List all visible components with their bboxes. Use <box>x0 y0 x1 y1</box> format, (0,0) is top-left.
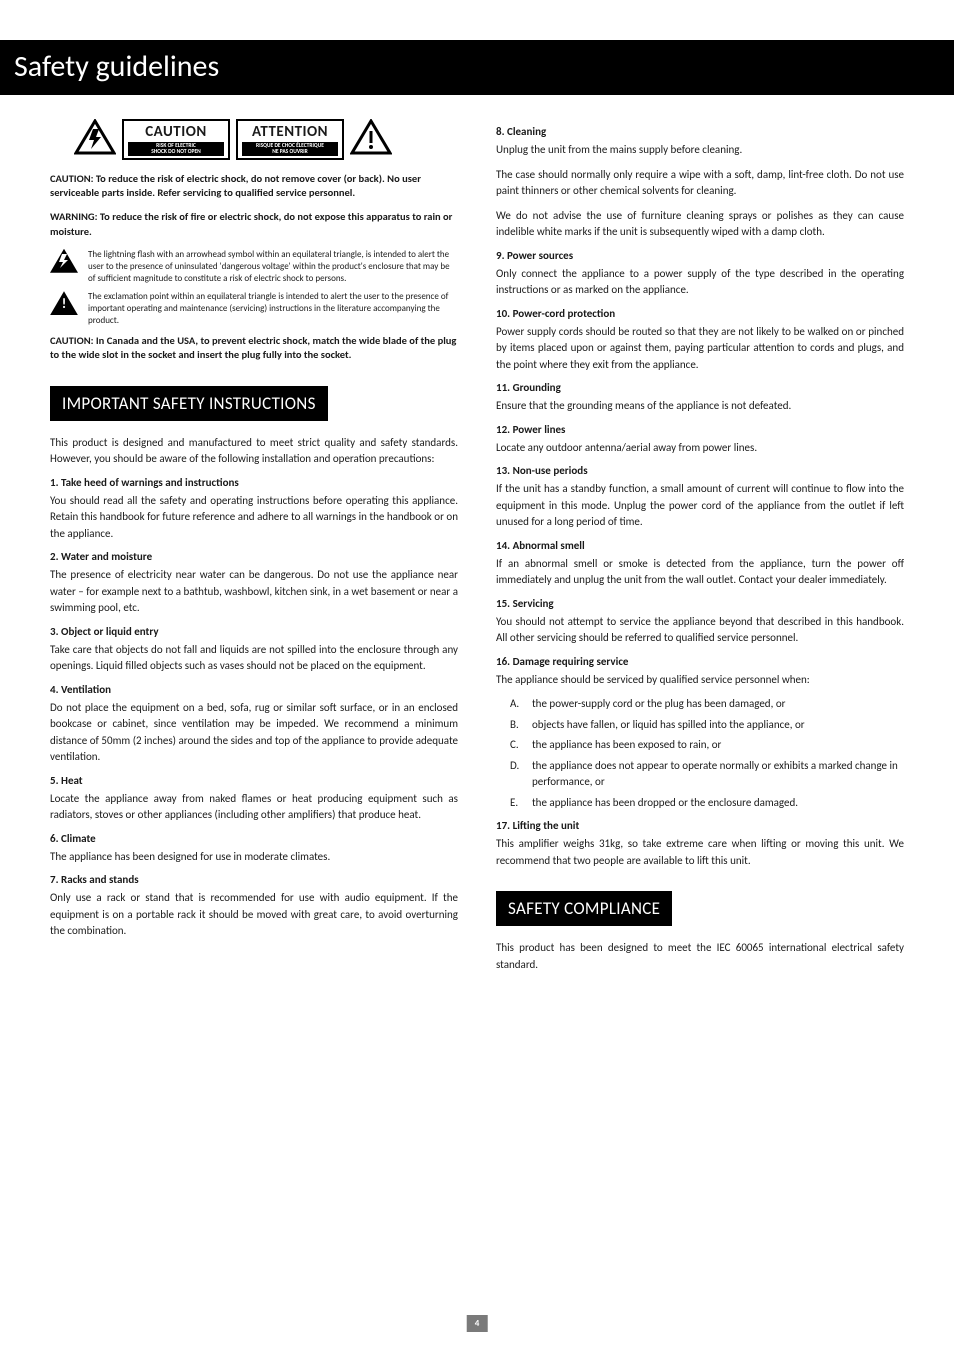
item-9-head: 9. Power sources <box>496 249 904 262</box>
item-11-body: Ensure that the grounding means of the a… <box>496 398 904 415</box>
lightning-icon <box>50 249 78 273</box>
caution-cap: CAUTION <box>128 123 224 141</box>
item-10-head: 10. Power-cord protection <box>496 307 904 320</box>
item-8-body: Unplug the unit from the mains supply be… <box>496 142 904 159</box>
lightning-triangle-icon <box>74 119 116 160</box>
item-1-head: 1. Take heed of warnings and instruction… <box>50 476 458 489</box>
item-17-body: This amplifier weighs 31kg, so take extr… <box>496 836 904 869</box>
warning-text-1: WARNING: To reduce the risk of fire or e… <box>50 210 458 238</box>
damage-list: A.the power-supply cord or the plug has … <box>496 696 904 811</box>
item-1-body: You should read all the safety and opera… <box>50 493 458 543</box>
item-4-body: Do not place the equipment on a bed, sof… <box>50 700 458 766</box>
item-6-body: The appliance has been designed for use … <box>50 849 458 866</box>
item-6-head: 6. Climate <box>50 832 458 845</box>
item-16-body: The appliance should be serviced by qual… <box>496 672 904 689</box>
list-item: E.the appliance has been dropped or the … <box>510 795 904 812</box>
item-8-body2: The case should normally only require a … <box>496 167 904 200</box>
item-8-head: 8. Cleaning <box>496 125 904 138</box>
page-number: 4 <box>467 1315 488 1332</box>
list-item: C.the appliance has been exposed to rain… <box>510 737 904 754</box>
lightning-text: The lightning flash with an arrowhead sy… <box>88 249 458 285</box>
item-3-head: 3. Object or liquid entry <box>50 625 458 638</box>
exclamation-description: ! The exclamation point within an equila… <box>50 291 458 327</box>
item-16-head: 16. Damage requiring service <box>496 655 904 668</box>
item-14-body: If an abnormal smell or smoke is detecte… <box>496 556 904 589</box>
compliance-para: This product has been designed to meet t… <box>496 940 904 973</box>
lightning-description: The lightning flash with an arrowhead sy… <box>50 249 458 285</box>
item-17-head: 17. Lifting the unit <box>496 819 904 832</box>
item-15-body: You should not attempt to service the ap… <box>496 614 904 647</box>
page-title: Safety guidelines <box>0 40 954 95</box>
intro-para: This product is designed and manufacture… <box>50 435 458 468</box>
exclamation-icon: ! <box>50 291 78 315</box>
item-7-body: Only use a rack or stand that is recomme… <box>50 890 458 940</box>
item-13-head: 13. Non-use periods <box>496 464 904 477</box>
item-7-head: 7. Racks and stands <box>50 873 458 886</box>
exclamation-triangle-icon <box>350 119 392 160</box>
item-15-head: 15. Servicing <box>496 597 904 610</box>
list-item: B.objects have fallen, or liquid has spi… <box>510 717 904 734</box>
item-12-head: 12. Power lines <box>496 423 904 436</box>
list-item: D.the appliance does not appear to opera… <box>510 758 904 791</box>
caution-sub: RISK OF ELECTRIC SHOCK DO NOT OPEN <box>128 142 224 156</box>
item-4-head: 4. Ventilation <box>50 683 458 696</box>
item-13-body: If the unit has a standby function, a sm… <box>496 481 904 531</box>
content-columns: CAUTION RISK OF ELECTRIC SHOCK DO NOT OP… <box>50 119 904 981</box>
item-11-head: 11. Grounding <box>496 381 904 394</box>
warning-badges: CAUTION RISK OF ELECTRIC SHOCK DO NOT OP… <box>74 119 458 160</box>
item-3-body: Take care that objects do not fall and l… <box>50 642 458 675</box>
item-2-body: The presence of electricity near water c… <box>50 567 458 617</box>
caution-badge: CAUTION RISK OF ELECTRIC SHOCK DO NOT OP… <box>122 119 230 160</box>
item-9-body: Only connect the appliance to a power su… <box>496 266 904 299</box>
item-8-body3: We do not advise the use of furniture cl… <box>496 208 904 241</box>
item-10-body: Power supply cords should be routed so t… <box>496 324 904 374</box>
safety-compliance-heading: SAFETY COMPLIANCE <box>496 891 672 926</box>
left-column: CAUTION RISK OF ELECTRIC SHOCK DO NOT OP… <box>50 119 458 981</box>
item-5-head: 5. Heat <box>50 774 458 787</box>
caution-text-1: CAUTION: To reduce the risk of electric … <box>50 172 458 200</box>
attention-cap: ATTENTION <box>242 123 338 141</box>
attention-badge: ATTENTION RISQUE DE CHOC ÉLECTRIQUE NE P… <box>236 119 344 160</box>
item-14-head: 14. Abnormal smell <box>496 539 904 552</box>
right-column: 8. Cleaning Unplug the unit from the mai… <box>496 119 904 981</box>
safety-instructions-heading: IMPORTANT SAFETY INSTRUCTIONS <box>50 386 328 421</box>
exclamation-text: The exclamation point within an equilate… <box>88 291 458 327</box>
item-5-body: Locate the appliance away from naked fla… <box>50 791 458 824</box>
attention-sub: RISQUE DE CHOC ÉLECTRIQUE NE PAS OUVRIR <box>242 142 338 156</box>
list-item: A.the power-supply cord or the plug has … <box>510 696 904 713</box>
item-2-head: 2. Water and moisture <box>50 550 458 563</box>
caution-text-2: CAUTION: In Canada and the USA, to preve… <box>50 334 458 362</box>
item-12-body: Locate any outdoor antenna/aerial away f… <box>496 440 904 457</box>
